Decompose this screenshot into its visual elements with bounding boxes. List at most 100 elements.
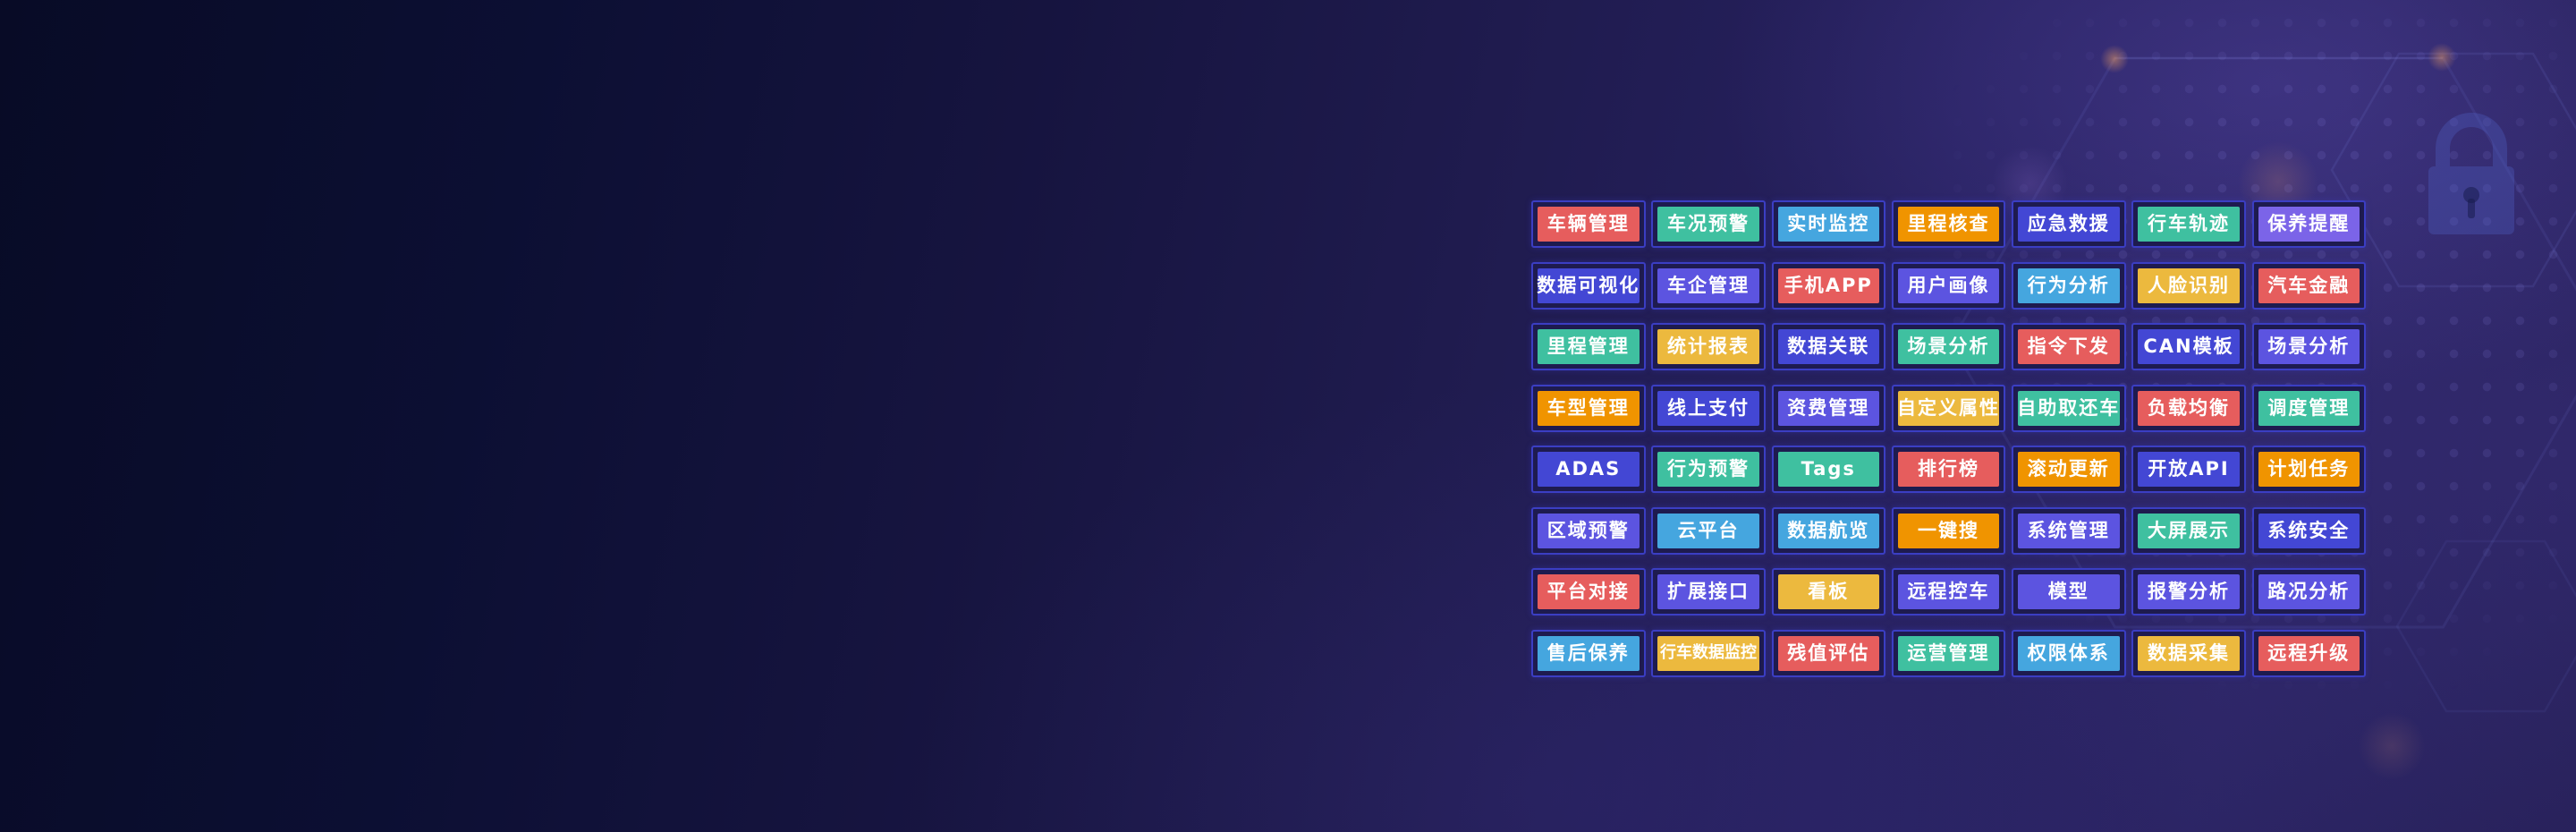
feature-cell[interactable]: CAN模板 xyxy=(2131,323,2246,370)
feature-cell[interactable]: 应急救援 xyxy=(2012,200,2126,248)
feature-cell[interactable]: 远程升级 xyxy=(2251,629,2366,677)
feature-button[interactable]: 数据采集 xyxy=(2138,635,2240,671)
feature-cell[interactable]: 手机APP xyxy=(1771,261,1885,310)
feature-cell[interactable]: 行为分析 xyxy=(2012,261,2126,310)
feature-button[interactable]: 数据关联 xyxy=(1777,329,1879,364)
feature-cell[interactable]: 自助取还车 xyxy=(2012,384,2126,432)
feature-button[interactable]: 区域预警 xyxy=(1538,513,1640,548)
feature-cell[interactable]: 行车数据监控 xyxy=(1651,629,1766,677)
feature-cell[interactable]: 负载均衡 xyxy=(2131,384,2246,432)
feature-button[interactable]: 路况分析 xyxy=(2258,574,2360,609)
feature-cell[interactable]: 平台对接 xyxy=(1531,568,1646,616)
feature-button[interactable]: 调度管理 xyxy=(2258,390,2360,426)
feature-cell[interactable]: 远程控车 xyxy=(1891,568,2006,616)
feature-button[interactable]: 用户画像 xyxy=(1897,267,2000,303)
feature-cell[interactable]: 用户画像 xyxy=(1891,261,2006,310)
feature-cell[interactable]: 行车轨迹 xyxy=(2131,200,2246,248)
feature-cell[interactable]: 售后保养 xyxy=(1531,629,1646,677)
feature-button[interactable]: 统计报表 xyxy=(1657,329,1759,364)
feature-cell[interactable]: 开放API xyxy=(2131,446,2246,493)
feature-cell[interactable]: 扩展接口 xyxy=(1651,568,1766,616)
feature-cell[interactable]: 数据可视化 xyxy=(1531,261,1646,310)
feature-cell[interactable]: 数据航览 xyxy=(1771,506,1885,555)
feature-button[interactable]: 里程核查 xyxy=(1897,207,2000,242)
feature-cell[interactable]: 人脸识别 xyxy=(2131,261,2246,310)
feature-cell[interactable]: 云平台 xyxy=(1651,506,1766,555)
feature-button[interactable]: 开放API xyxy=(2138,452,2240,487)
feature-button[interactable]: CAN模板 xyxy=(2138,329,2240,364)
feature-cell[interactable]: Tags xyxy=(1771,446,1885,493)
feature-cell[interactable]: 线上支付 xyxy=(1651,384,1766,432)
feature-button[interactable]: 行车数据监控 xyxy=(1657,635,1759,671)
feature-cell[interactable]: 里程核查 xyxy=(1891,200,2006,248)
feature-cell[interactable]: 系统安全 xyxy=(2251,506,2366,555)
feature-cell[interactable]: 一键搜 xyxy=(1891,506,2006,555)
feature-button[interactable]: 车况预警 xyxy=(1657,207,1759,242)
feature-button[interactable]: 车辆管理 xyxy=(1538,207,1640,242)
feature-button[interactable]: 保养提醒 xyxy=(2258,207,2360,242)
feature-cell[interactable]: 看板 xyxy=(1771,568,1885,616)
feature-cell[interactable]: 车型管理 xyxy=(1531,384,1646,432)
feature-cell[interactable]: 排行榜 xyxy=(1891,446,2006,493)
feature-button[interactable]: 自助取还车 xyxy=(2017,390,2120,426)
feature-cell[interactable]: 计划任务 xyxy=(2251,446,2366,493)
feature-button[interactable]: 汽车金融 xyxy=(2258,267,2360,303)
feature-button[interactable]: 售后保养 xyxy=(1538,635,1640,671)
feature-cell[interactable]: 实时监控 xyxy=(1771,200,1885,248)
feature-button[interactable]: 数据航览 xyxy=(1777,513,1879,548)
feature-cell[interactable]: 运营管理 xyxy=(1891,629,2006,677)
feature-button[interactable]: 实时监控 xyxy=(1777,207,1879,242)
feature-button[interactable]: 数据可视化 xyxy=(1537,267,1640,303)
feature-cell[interactable]: 数据采集 xyxy=(2131,629,2246,677)
feature-cell[interactable]: 保养提醒 xyxy=(2251,200,2366,248)
feature-cell[interactable]: 车况预警 xyxy=(1651,200,1766,248)
feature-button[interactable]: 资费管理 xyxy=(1777,390,1879,426)
feature-button[interactable]: 自定义属性 xyxy=(1897,390,2000,426)
feature-cell[interactable]: 场景分析 xyxy=(1891,323,2006,370)
feature-cell[interactable]: 汽车金融 xyxy=(2251,261,2366,310)
feature-cell[interactable]: 调度管理 xyxy=(2251,384,2366,432)
feature-cell[interactable]: 路况分析 xyxy=(2251,568,2366,616)
feature-button[interactable]: 行车轨迹 xyxy=(2138,207,2240,242)
feature-cell[interactable]: 残值评估 xyxy=(1771,629,1885,677)
feature-cell[interactable]: 场景分析 xyxy=(2251,323,2366,370)
feature-button[interactable]: 远程升级 xyxy=(2258,635,2360,671)
feature-button[interactable]: 场景分析 xyxy=(1897,329,2000,364)
feature-button[interactable]: 权限体系 xyxy=(2018,635,2120,671)
feature-button[interactable]: 一键搜 xyxy=(1897,513,2000,548)
feature-button[interactable]: 手机APP xyxy=(1777,267,1879,303)
feature-cell[interactable]: ADAS xyxy=(1531,446,1646,493)
feature-button[interactable]: 运营管理 xyxy=(1897,635,2000,671)
feature-cell[interactable]: 模型 xyxy=(2012,568,2126,616)
feature-cell[interactable]: 自定义属性 xyxy=(1891,384,2006,432)
feature-button[interactable]: 负载均衡 xyxy=(2138,390,2240,426)
feature-button[interactable]: 远程控车 xyxy=(1897,574,2000,609)
feature-button[interactable]: 行为预警 xyxy=(1657,452,1759,487)
feature-button[interactable]: 扩展接口 xyxy=(1657,574,1759,609)
feature-cell[interactable]: 资费管理 xyxy=(1771,384,1885,432)
feature-button[interactable]: 计划任务 xyxy=(2258,452,2360,487)
feature-button[interactable]: 应急救援 xyxy=(2018,207,2120,242)
feature-cell[interactable]: 报警分析 xyxy=(2131,568,2246,616)
feature-button[interactable]: 里程管理 xyxy=(1538,329,1640,364)
feature-cell[interactable]: 行为预警 xyxy=(1651,446,1766,493)
feature-button[interactable]: 云平台 xyxy=(1657,513,1759,548)
feature-cell[interactable]: 区域预警 xyxy=(1531,506,1646,555)
feature-cell[interactable]: 车企管理 xyxy=(1651,261,1766,310)
feature-button[interactable]: 模型 xyxy=(2018,574,2120,609)
feature-button[interactable]: 报警分析 xyxy=(2138,574,2240,609)
feature-cell[interactable]: 统计报表 xyxy=(1651,323,1766,370)
feature-button[interactable]: Tags xyxy=(1777,452,1879,487)
feature-button[interactable]: 行为分析 xyxy=(2018,267,2120,303)
feature-cell[interactable]: 大屏展示 xyxy=(2131,506,2246,555)
feature-cell[interactable]: 系统管理 xyxy=(2012,506,2126,555)
feature-cell[interactable]: 数据关联 xyxy=(1771,323,1885,370)
feature-cell[interactable]: 里程管理 xyxy=(1531,323,1646,370)
feature-button[interactable]: 排行榜 xyxy=(1897,452,2000,487)
feature-button[interactable]: 系统管理 xyxy=(2018,513,2120,548)
feature-cell[interactable]: 车辆管理 xyxy=(1531,200,1646,248)
feature-button[interactable]: 滚动更新 xyxy=(2018,452,2120,487)
feature-button[interactable]: 大屏展示 xyxy=(2138,513,2240,548)
feature-button[interactable]: 系统安全 xyxy=(2258,513,2360,548)
feature-cell[interactable]: 权限体系 xyxy=(2012,629,2126,677)
